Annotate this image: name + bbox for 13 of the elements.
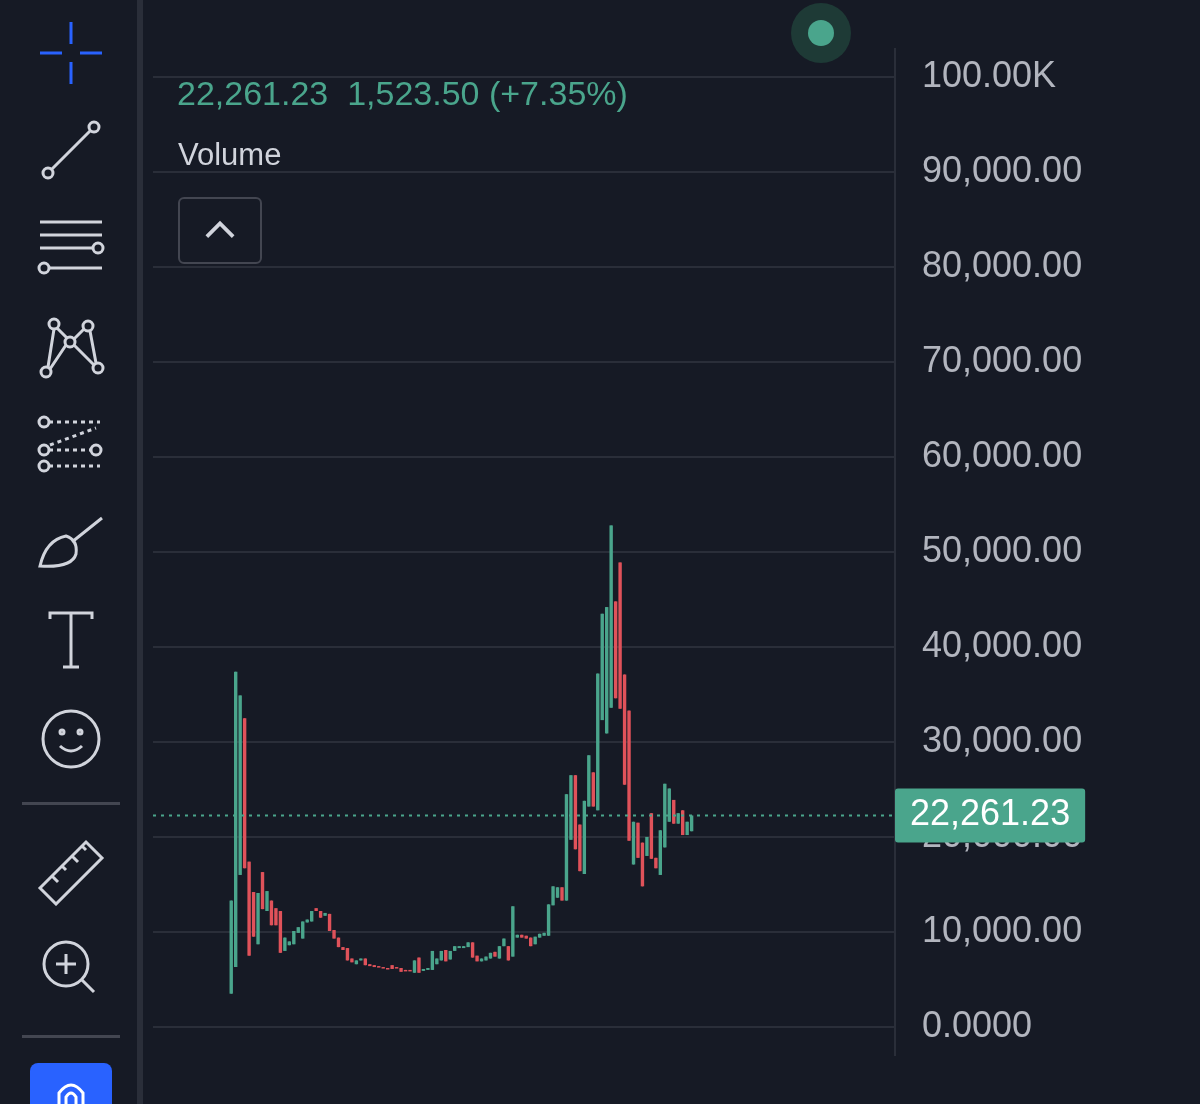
y-tick-label: 70,000.00	[922, 338, 1083, 380]
y-tick-label: 90,000.00	[922, 149, 1083, 190]
y-tick-label: 0.0000	[922, 1003, 1033, 1045]
ref-line-label: 22,261.23	[910, 792, 1071, 834]
y-tick-label: 40,000.00	[922, 623, 1083, 665]
y-tick-label: 50,000.00	[922, 528, 1083, 570]
y-tick-label: 10,000.00	[922, 908, 1083, 950]
y-tick-label: 80,000.00	[922, 243, 1083, 285]
annotation: Volume	[178, 137, 282, 173]
text: 22,261.23 1,523.50 (+7.35%)	[177, 74, 628, 113]
y-tick-label: 100.00K	[922, 54, 1057, 96]
y-tick-label: 60,000.00	[922, 433, 1083, 475]
y-tick-label: 30,000.00	[922, 718, 1083, 760]
